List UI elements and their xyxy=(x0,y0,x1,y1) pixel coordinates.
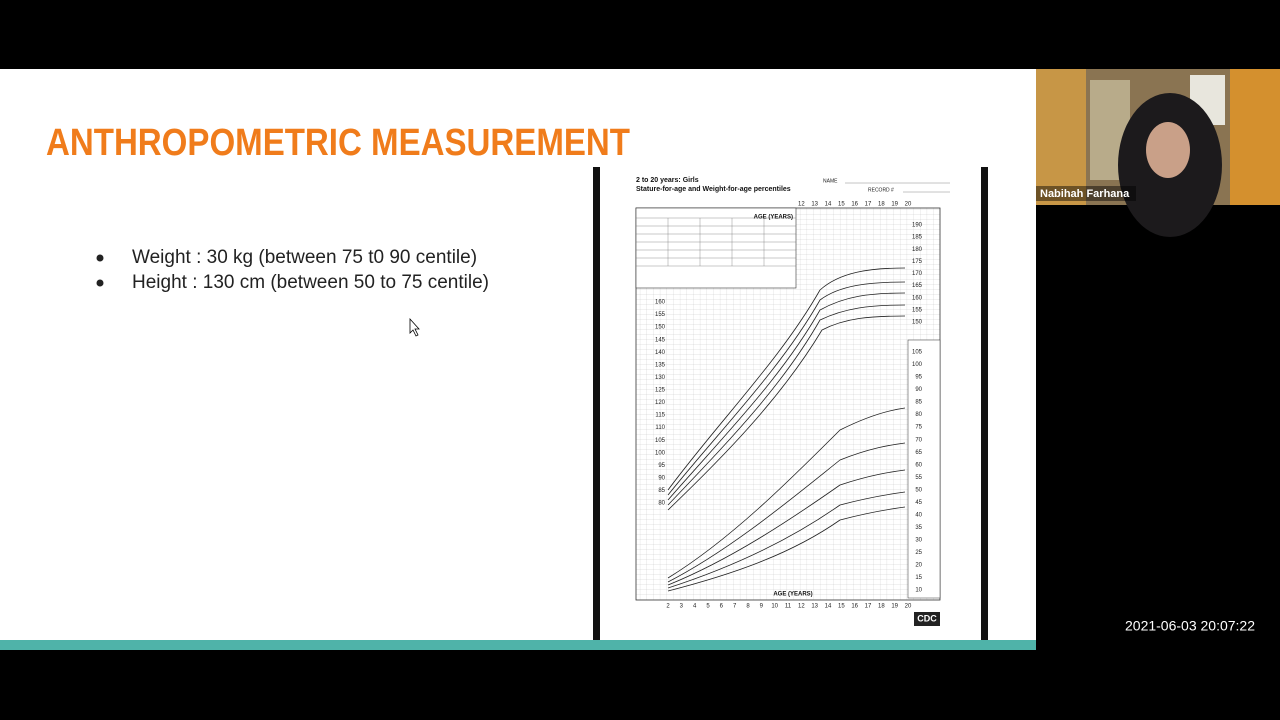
age-tick-label: 8 xyxy=(746,604,750,610)
weight-tick-label: 90 xyxy=(915,387,922,393)
stature-tick-label: 180 xyxy=(912,247,923,253)
weight-tick-label: 45 xyxy=(915,500,922,506)
age-tick-label: 17 xyxy=(865,202,872,208)
slide-title: ANTHROPOMETRIC MEASUREMENT xyxy=(46,122,630,164)
age-tick-label: 15 xyxy=(838,202,845,208)
slide-footer-bar xyxy=(0,640,1036,650)
age-tick-label: 18 xyxy=(878,604,885,610)
age-tick-label: 19 xyxy=(891,202,898,208)
stature-tick-label: 125 xyxy=(655,388,666,394)
age-tick-label: 16 xyxy=(851,604,858,610)
cdc-logo: CDC xyxy=(917,613,937,623)
age-axis-label: AGE (YEARS) xyxy=(773,592,812,598)
bullet-dot xyxy=(96,254,104,262)
age-tick-label: 11 xyxy=(785,604,792,610)
age-tick-label: 20 xyxy=(905,604,912,610)
stature-tick-label: 170 xyxy=(912,271,923,277)
stature-tick-label: 165 xyxy=(912,283,923,289)
age-tick-label: 2 xyxy=(666,604,670,610)
stature-tick-label: 85 xyxy=(658,488,665,494)
stature-tick-label: 150 xyxy=(912,320,923,326)
age-axis-label-top: AGE (YEARS) xyxy=(754,215,793,221)
weight-tick-label: 20 xyxy=(915,563,922,569)
age-tick-label: 13 xyxy=(811,202,818,208)
age-tick-label: 5 xyxy=(706,604,710,610)
weight-tick-label: 70 xyxy=(915,437,922,443)
stature-tick-label: 155 xyxy=(655,312,666,318)
age-tick-label: 20 xyxy=(905,202,912,208)
stature-tick-label: 160 xyxy=(655,300,666,306)
participant-video: Nabihah Farhana xyxy=(1036,69,1280,237)
weight-tick-label: 40 xyxy=(915,512,922,518)
age-tick-label: 12 xyxy=(798,604,805,610)
age-tick-label: 7 xyxy=(733,604,737,610)
age-tick-label: 13 xyxy=(811,604,818,610)
stature-tick-label: 130 xyxy=(655,375,666,381)
weight-tick-label: 85 xyxy=(915,400,922,406)
stature-tick-label: 190 xyxy=(912,223,923,229)
stature-tick-label: 150 xyxy=(655,325,666,331)
stature-tick-label: 135 xyxy=(655,362,666,368)
stature-tick-label: 145 xyxy=(655,337,666,343)
weight-tick-label: 50 xyxy=(915,487,922,493)
age-tick-label: 14 xyxy=(825,604,832,610)
weight-tick-label: 95 xyxy=(915,375,922,381)
weight-tick-label: 35 xyxy=(915,525,922,531)
age-tick-label: 15 xyxy=(838,604,845,610)
weight-tick-label: 100 xyxy=(912,362,923,368)
weight-tick-label: 65 xyxy=(915,450,922,456)
stature-tick-label: 120 xyxy=(655,400,666,406)
age-tick-label: 19 xyxy=(891,604,898,610)
age-tick-label: 12 xyxy=(798,202,805,208)
age-tick-label: 9 xyxy=(760,604,764,610)
stature-tick-label: 185 xyxy=(912,235,923,241)
weight-tick-label: 75 xyxy=(915,425,922,431)
weight-tick-label: 80 xyxy=(915,412,922,418)
timestamp: 2021-06-03 20:07:22 xyxy=(1125,618,1255,634)
stature-tick-label: 105 xyxy=(655,438,666,444)
chart-subtitle: Stature-for-age and Weight-for-age perce… xyxy=(636,186,791,193)
stature-tick-label: 160 xyxy=(912,295,923,301)
weight-tick-label: 25 xyxy=(915,550,922,556)
weight-tick-label: 105 xyxy=(912,350,923,356)
age-tick-label: 6 xyxy=(720,604,724,610)
age-tick-label: 18 xyxy=(878,202,885,208)
chart-title: 2 to 20 years: Girls xyxy=(636,177,699,184)
age-tick-label: 17 xyxy=(865,604,872,610)
age-tick-label: 14 xyxy=(825,202,832,208)
name-label: NAME xyxy=(823,178,838,184)
bullet-text: Weight : 30 kg (between 75 t0 90 centile… xyxy=(132,247,477,268)
stature-tick-label: 95 xyxy=(658,463,665,469)
bullet-text: Height : 130 cm (between 50 to 75 centil… xyxy=(132,272,489,293)
growth-chart: 2 to 20 years: Girls Stature-for-age and… xyxy=(593,167,988,640)
stature-tick-label: 90 xyxy=(658,475,665,481)
stature-tick-label: 100 xyxy=(655,450,666,456)
weight-tick-label: 15 xyxy=(915,575,922,581)
weight-tick-label: 10 xyxy=(915,588,922,594)
age-tick-label: 16 xyxy=(851,202,858,208)
age-tick-label: 10 xyxy=(771,604,778,610)
stature-tick-label: 155 xyxy=(912,307,923,313)
stature-tick-label: 115 xyxy=(655,413,665,419)
stature-tick-label: 110 xyxy=(655,425,665,431)
weight-tick-label: 55 xyxy=(915,475,922,481)
stature-tick-label: 175 xyxy=(912,259,923,265)
weight-tick-label: 30 xyxy=(915,537,922,543)
age-tick-label: 3 xyxy=(680,604,684,610)
stature-tick-label: 80 xyxy=(658,501,665,507)
mouse-cursor xyxy=(409,317,420,337)
weight-tick-label: 60 xyxy=(915,462,922,468)
age-tick-label: 4 xyxy=(693,604,697,610)
record-label: RECORD # xyxy=(868,187,894,193)
stature-tick-label: 140 xyxy=(655,350,666,356)
bullet-dot xyxy=(96,279,104,287)
participant-name: Nabihah Farhana xyxy=(1040,188,1130,200)
